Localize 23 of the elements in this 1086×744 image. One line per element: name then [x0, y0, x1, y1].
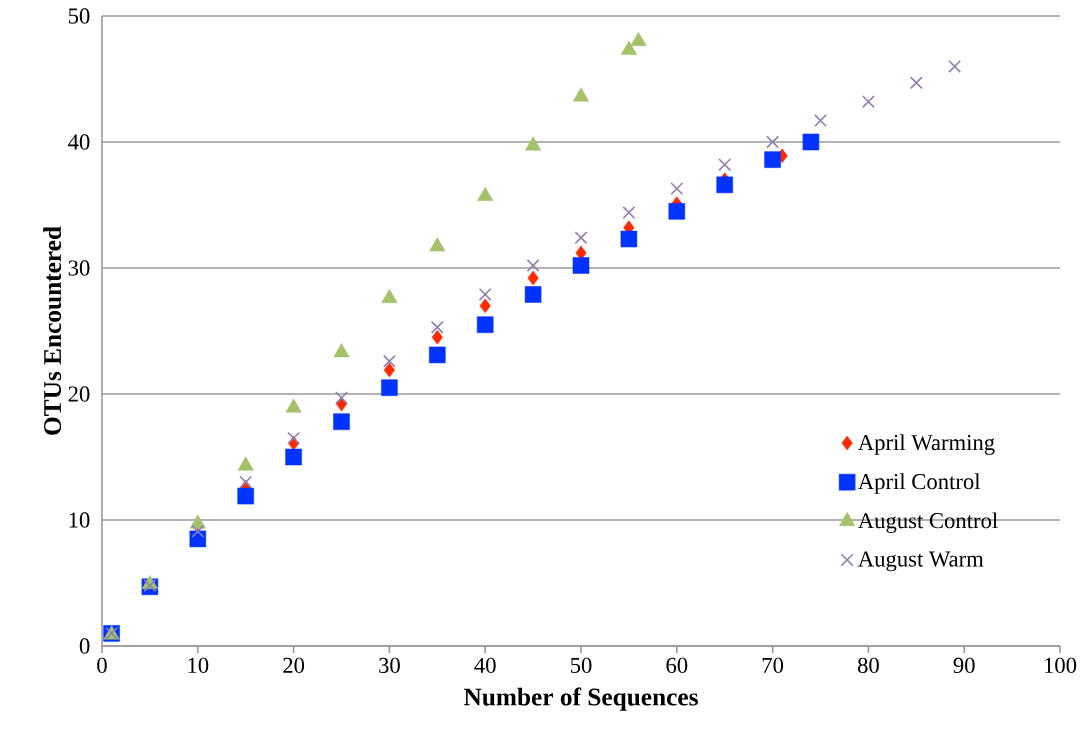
y-tick-label: 10	[69, 512, 90, 528]
x-tick-label: 100	[1044, 657, 1077, 674]
y-tick-label: 50	[68, 8, 90, 24]
x-tick-label: 40	[474, 657, 496, 674]
x-tick-label: 0	[97, 657, 107, 674]
legend-label: August Control	[858, 512, 998, 533]
x-tick-label: 80	[857, 657, 879, 674]
x-tick-label: 50	[570, 657, 592, 674]
x-tick-label: 70	[762, 657, 784, 674]
x-axis-title: Number of Sequences	[463, 687, 698, 711]
legend-label: August Warm	[858, 551, 984, 572]
legend-label: April Warming	[858, 434, 995, 455]
y-tick-label: 30	[68, 260, 90, 276]
y-axis-title: OTUs Encountered	[43, 226, 62, 435]
x-tick-label: 20	[283, 657, 305, 674]
legend-label: April Control	[858, 473, 981, 494]
y-tick-label: 20	[68, 386, 90, 402]
x-tick-label: 10	[188, 657, 209, 674]
x-tick-label: 30	[379, 657, 400, 674]
y-tick-label: 40	[68, 134, 90, 150]
x-tick-label: 60	[666, 657, 688, 674]
y-tick-label: 0	[79, 638, 90, 654]
x-tick-label: 90	[953, 657, 975, 674]
